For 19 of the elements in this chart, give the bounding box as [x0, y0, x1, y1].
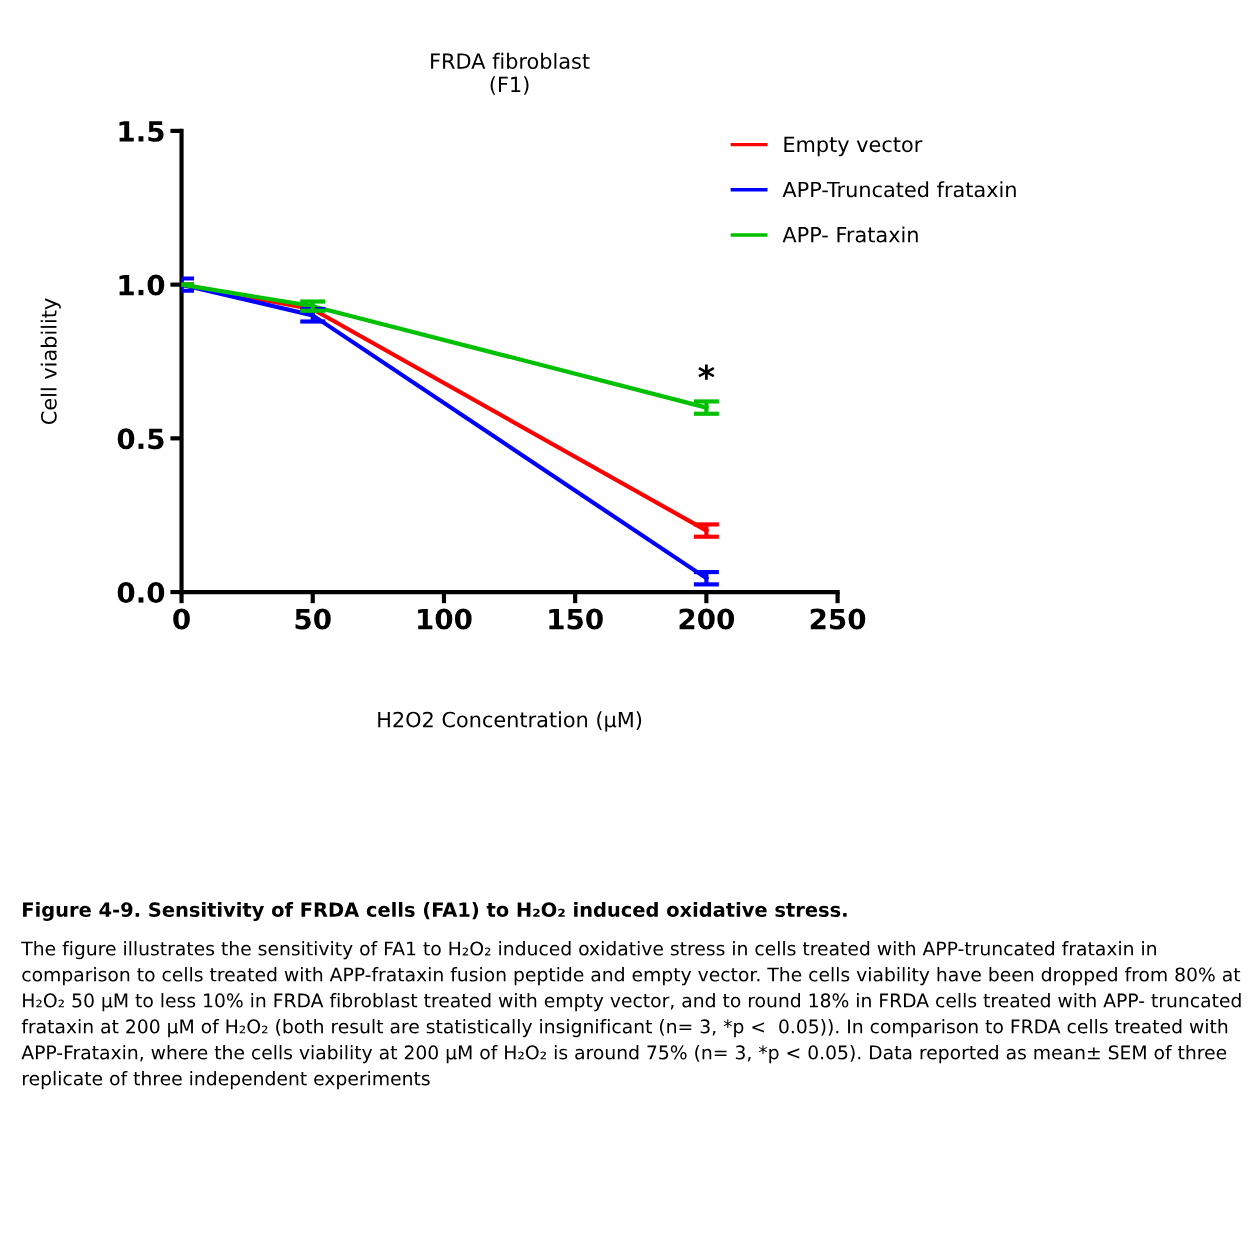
- annotation: *: [698, 364, 715, 380]
- legend-label: APP- Frataxin: [782, 226, 918, 243]
- caption: Figure 4-9. Sensitivity of FRDA cells (FA1) to H₂O₂ induced oxidative stress.: [23, 901, 847, 921]
- x-tick-label: 100: [418, 608, 472, 630]
- y-axis-title: Cell viability: [40, 298, 61, 425]
- x-tick-label: 50: [295, 608, 331, 630]
- y-tick-label: 0.0: [117, 582, 165, 604]
- x-tick-label: 150: [549, 608, 603, 630]
- x-tick-label: 250: [810, 608, 866, 630]
- x-tick-label: 200: [679, 608, 735, 630]
- chart-title: FRDA fibroblast (F1): [431, 52, 590, 95]
- legend-label: Empty vector: [784, 136, 923, 157]
- y-tick-label: 1.5: [119, 121, 164, 142]
- legend-label: APP-Truncated frataxin: [782, 181, 1016, 198]
- x-tick-label: 0: [173, 608, 190, 630]
- text: The figure illustrates the sensitivity of FA1 to H₂O₂ induced oxidative stress in cells treated with APP-truncated frataxin in comparison to cells treated with APP-frataxin fusion peptide and empty vector. The cells viability have been dropped from 80% at H₂O₂ 50 µM to less 10% in FRDA fibroblast treated with empty vector, and to round 18% in FRDA cells treated with APP- truncated frataxin at 200 µM of H₂O₂ (both result are statistically insignificant (n= 3, *p < 0.05)). In comparison to FRDA cells treated with APP-Frataxin, where the cells viability at 200 µM of H₂O₂ is around 75% (n= 3, *p < 0.05). Data reported as mean± SEM of three replicate of three independent experiments: [21, 941, 1241, 1090]
- y-tick-label: 0.5: [117, 428, 164, 450]
- x-axis-title: H2O2 Concentration (µM): [378, 711, 642, 732]
- y-tick-label: 1.0: [119, 274, 165, 296]
